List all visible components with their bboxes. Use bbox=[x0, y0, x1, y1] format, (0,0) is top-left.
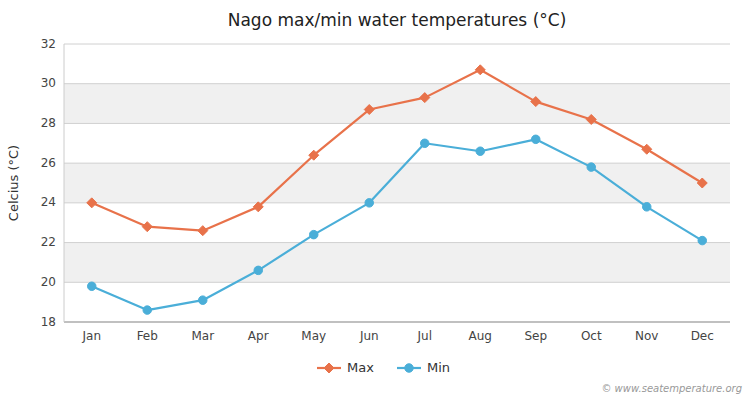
y-tick-label: 24 bbox=[41, 195, 56, 209]
marker bbox=[586, 114, 596, 124]
grid-line bbox=[64, 322, 730, 323]
y-tick-label: 22 bbox=[41, 235, 56, 249]
x-tick-label: Aug bbox=[469, 329, 492, 343]
x-tick-label: Jul bbox=[417, 329, 432, 343]
legend: Max Min bbox=[317, 360, 450, 375]
marker bbox=[253, 202, 263, 212]
grid-line bbox=[64, 242, 730, 243]
marker bbox=[697, 178, 707, 188]
marker bbox=[698, 236, 707, 245]
page: {"chart_data": {"type": "line", "title":… bbox=[0, 0, 750, 400]
marker bbox=[421, 139, 430, 148]
marker bbox=[587, 163, 596, 172]
chart: 18 20 22 24 26 28 30 32 Jan Feb Mar Apr May Jun Jul Aug… bbox=[0, 0, 750, 400]
x-tick-label: Nov bbox=[635, 329, 658, 343]
marker bbox=[198, 226, 208, 236]
x-tick-label: Jun bbox=[359, 329, 379, 343]
x-tick-label: Dec bbox=[691, 329, 714, 343]
x-axis-line bbox=[64, 322, 730, 323]
marker bbox=[309, 150, 319, 160]
marker bbox=[364, 105, 374, 115]
marker bbox=[475, 65, 485, 75]
marker bbox=[532, 135, 541, 144]
chart-container: 18 20 22 24 26 28 30 32 Jan Feb Mar Apr May Jun Jul Aug… bbox=[0, 0, 750, 400]
x-tick-label: May bbox=[301, 329, 326, 343]
legend-label: Max bbox=[347, 360, 374, 375]
grid-line bbox=[64, 163, 730, 164]
legend-label: Min bbox=[427, 360, 450, 375]
x-tick-label: Jan bbox=[82, 329, 102, 343]
y-tick-label: 18 bbox=[41, 315, 56, 329]
marker bbox=[254, 266, 263, 275]
marker bbox=[642, 144, 652, 154]
marker bbox=[476, 147, 485, 156]
marker bbox=[88, 282, 97, 291]
series-line bbox=[92, 70, 703, 231]
marker bbox=[142, 222, 152, 232]
y-tick-label: 26 bbox=[41, 156, 56, 170]
x-tick-label: Mar bbox=[191, 329, 214, 343]
y-tick-label: 20 bbox=[41, 275, 56, 289]
x-tick-label: Sep bbox=[524, 329, 547, 343]
grid-band bbox=[64, 163, 730, 203]
marker bbox=[143, 306, 152, 315]
plot-area bbox=[87, 65, 708, 315]
legend-marker bbox=[405, 364, 414, 373]
y-tick-label: 32 bbox=[41, 37, 56, 51]
grid-band bbox=[64, 243, 730, 283]
grid-line bbox=[64, 282, 730, 283]
y-tick-label: 28 bbox=[41, 116, 56, 130]
x-tick-label: Oct bbox=[581, 329, 602, 343]
marker bbox=[87, 198, 97, 208]
background bbox=[0, 0, 750, 400]
watermark: © www.seatemperature.org bbox=[601, 383, 742, 394]
marker bbox=[531, 97, 541, 107]
legend-marker bbox=[324, 363, 334, 373]
y-tick-label: 30 bbox=[41, 76, 56, 90]
chart-title: Nago max/min water temperatures (°C) bbox=[228, 10, 567, 30]
grid-line bbox=[64, 83, 730, 84]
marker bbox=[420, 93, 430, 103]
marker bbox=[199, 296, 208, 305]
series-line bbox=[92, 139, 703, 310]
grid-line bbox=[64, 202, 730, 203]
x-tick-label: Feb bbox=[137, 329, 158, 343]
marker bbox=[365, 199, 374, 208]
marker bbox=[643, 203, 652, 212]
grid-line bbox=[64, 44, 730, 45]
x-tick-label: Apr bbox=[248, 329, 269, 343]
marker bbox=[310, 230, 319, 239]
grid-line bbox=[64, 123, 730, 124]
y-axis-line bbox=[64, 44, 65, 322]
y-axis-label: Celcius (°C) bbox=[6, 145, 21, 221]
